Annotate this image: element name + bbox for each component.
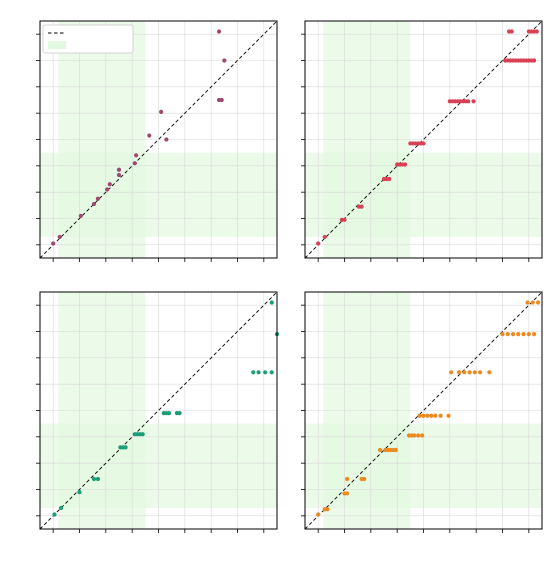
data-point — [256, 370, 261, 375]
data-point — [532, 332, 537, 337]
data-point — [534, 29, 539, 34]
data-point — [359, 204, 364, 209]
data-point — [263, 370, 268, 375]
data-point — [95, 476, 101, 482]
data-point — [269, 300, 274, 305]
data-point — [478, 370, 483, 375]
data-point — [472, 370, 477, 375]
axes-frame — [304, 291, 543, 530]
data-point — [159, 109, 164, 114]
data-point — [107, 182, 112, 187]
legend — [42, 24, 134, 54]
data-point — [438, 413, 443, 418]
data-point — [77, 490, 82, 495]
data-point — [342, 217, 347, 222]
data-point — [251, 370, 256, 375]
axes-frame — [39, 20, 278, 259]
data-point — [425, 413, 430, 418]
data-point — [95, 196, 101, 201]
data-point — [222, 58, 227, 63]
data-point — [467, 370, 472, 375]
data-point — [446, 413, 451, 418]
identity-diagonal — [39, 20, 278, 259]
data-point — [51, 241, 56, 246]
data-point — [219, 97, 224, 103]
data-point — [412, 433, 417, 438]
data-point — [505, 332, 510, 337]
data-point — [58, 505, 64, 511]
data-point — [471, 99, 476, 104]
data-point — [433, 413, 438, 418]
data-point — [140, 432, 145, 437]
data-point — [510, 332, 516, 337]
data-point — [78, 213, 83, 218]
data-point — [362, 476, 367, 482]
panel-top-right — [301, 20, 543, 262]
data-point — [387, 176, 392, 182]
data-point — [216, 29, 222, 34]
data-point — [269, 370, 274, 375]
data-point — [525, 300, 530, 305]
data-point — [91, 201, 97, 207]
data-point — [516, 332, 521, 337]
data-point — [134, 153, 139, 158]
data-point — [123, 445, 128, 450]
panel-bottom-right — [301, 291, 543, 533]
data-point — [132, 161, 137, 166]
data-point — [166, 411, 172, 416]
data-point — [421, 413, 426, 418]
data-point — [509, 29, 514, 34]
data-point — [177, 411, 182, 416]
data-point — [393, 447, 398, 453]
data-point — [532, 58, 537, 63]
data-point — [322, 234, 327, 240]
data-point — [402, 162, 408, 167]
data-point — [500, 332, 505, 337]
identity-diagonal — [304, 291, 543, 530]
data-point — [345, 476, 350, 482]
data-point — [164, 137, 169, 142]
legend-highlight-swatch — [48, 41, 66, 49]
data-point — [421, 141, 426, 146]
data-point — [116, 172, 122, 178]
data-point — [456, 370, 462, 375]
data-point — [91, 476, 97, 482]
data-point — [530, 300, 535, 305]
data-point — [429, 413, 434, 418]
data-point — [416, 433, 421, 438]
data-point — [535, 300, 541, 305]
data-point — [316, 241, 321, 246]
data-point — [147, 133, 152, 138]
data-point — [526, 332, 531, 337]
data-point — [462, 370, 467, 375]
data-point — [116, 167, 122, 172]
data-point — [345, 491, 350, 496]
axes-frame — [304, 20, 543, 259]
data-point — [417, 413, 422, 418]
panel-bottom-left — [36, 291, 280, 533]
data-point — [377, 447, 383, 453]
identity-diagonal — [39, 291, 278, 530]
axes-frame — [39, 291, 278, 530]
data-point — [466, 99, 471, 104]
data-point — [487, 370, 492, 375]
data-point — [449, 370, 454, 375]
data-point — [521, 332, 526, 337]
data-point — [316, 512, 321, 517]
panel-top-left — [36, 20, 278, 262]
data-point — [52, 512, 57, 517]
data-point — [57, 234, 62, 240]
data-point — [105, 187, 110, 192]
data-point — [325, 507, 330, 512]
data-point — [420, 433, 425, 438]
